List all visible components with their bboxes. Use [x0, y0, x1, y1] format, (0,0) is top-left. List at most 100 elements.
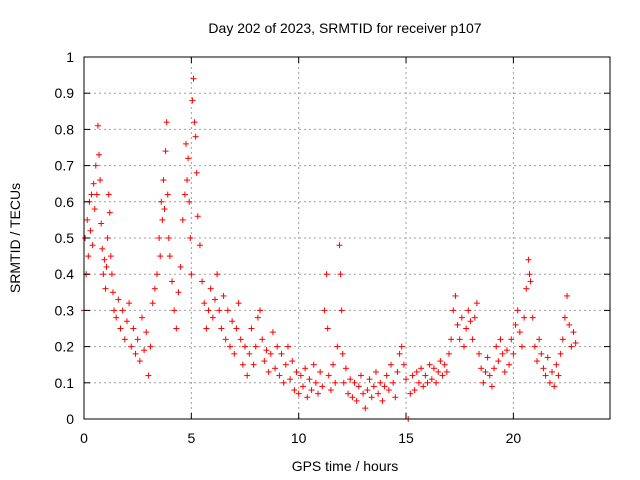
data-point [102, 285, 109, 292]
data-point [159, 216, 166, 223]
data-point [85, 253, 92, 260]
y-tick-label: 0.1 [55, 375, 75, 391]
data-point [191, 119, 198, 126]
data-point [136, 358, 143, 365]
data-point [357, 372, 364, 379]
data-point [396, 350, 403, 357]
y-tick-label: 0.8 [55, 121, 75, 137]
data-point [113, 314, 120, 321]
data-point [334, 343, 341, 350]
y-tick-label: 0.7 [55, 158, 75, 174]
data-point [493, 343, 500, 350]
data-point [439, 372, 446, 379]
data-point [276, 372, 283, 379]
data-point [109, 289, 116, 296]
data-point [207, 285, 214, 292]
data-point [538, 350, 545, 357]
data-point [193, 169, 200, 176]
data-point [222, 336, 229, 343]
data-point [480, 379, 487, 386]
data-point [117, 325, 124, 332]
data-point [162, 148, 169, 155]
data-point [289, 358, 296, 365]
data-point [192, 133, 199, 140]
data-point [233, 325, 240, 332]
y-tick-label: 0 [66, 411, 74, 427]
data-point [370, 383, 377, 390]
data-point [458, 314, 465, 321]
x-tick-label: 15 [398, 430, 414, 446]
data-point [362, 405, 369, 412]
data-point [96, 151, 103, 158]
data-point [310, 361, 317, 368]
data-point [163, 119, 170, 126]
data-point [342, 365, 349, 372]
data-point [121, 336, 128, 343]
data-point [308, 387, 315, 394]
data-point [499, 350, 506, 357]
data-point [555, 372, 562, 379]
data-point [250, 361, 257, 368]
data-point [347, 376, 354, 383]
data-point [570, 329, 577, 336]
data-point [349, 394, 356, 401]
data-point [488, 383, 495, 390]
data-point [185, 155, 192, 162]
data-point [559, 336, 566, 343]
data-point [506, 361, 513, 368]
data-point [465, 307, 472, 314]
data-point [199, 278, 206, 285]
data-point [324, 325, 331, 332]
y-tick-label: 0.9 [55, 85, 75, 101]
data-point [244, 372, 251, 379]
data-point [529, 314, 536, 321]
data-point [508, 336, 515, 343]
data-point [540, 365, 547, 372]
data-point [179, 216, 186, 223]
data-point [169, 278, 176, 285]
x-tick-label: 0 [80, 430, 88, 446]
data-point [407, 390, 414, 397]
data-point [557, 350, 564, 357]
data-point [196, 242, 203, 249]
data-point [411, 387, 418, 394]
data-point [165, 235, 172, 241]
data-point [315, 390, 322, 397]
data-point [160, 177, 167, 184]
data-point [448, 336, 455, 343]
data-point [413, 368, 420, 375]
data-point [368, 394, 375, 401]
data-point [372, 368, 379, 375]
data-point [123, 318, 130, 325]
data-point [312, 379, 319, 386]
data-point [497, 336, 504, 343]
data-point [94, 122, 101, 129]
data-point [278, 350, 285, 357]
data-point [92, 162, 99, 169]
data-point [383, 372, 390, 379]
data-point [98, 220, 105, 227]
data-point [572, 339, 579, 346]
data-point [267, 350, 274, 357]
data-point [525, 256, 532, 263]
data-point [173, 325, 180, 332]
data-point [246, 350, 253, 357]
data-point [105, 191, 112, 198]
data-point [115, 296, 122, 303]
data-point [218, 325, 225, 332]
data-point [394, 368, 401, 375]
data-point [381, 383, 388, 390]
data-point [220, 292, 227, 299]
data-point [377, 379, 384, 386]
data-point [501, 368, 508, 375]
data-point [149, 300, 156, 307]
data-point [327, 387, 334, 394]
y-tick-label: 0.6 [55, 194, 75, 210]
data-point [463, 325, 470, 332]
data-point [145, 372, 152, 379]
data-point [521, 314, 528, 321]
data-point [166, 253, 173, 260]
data-point [181, 191, 188, 198]
data-point [214, 271, 221, 278]
